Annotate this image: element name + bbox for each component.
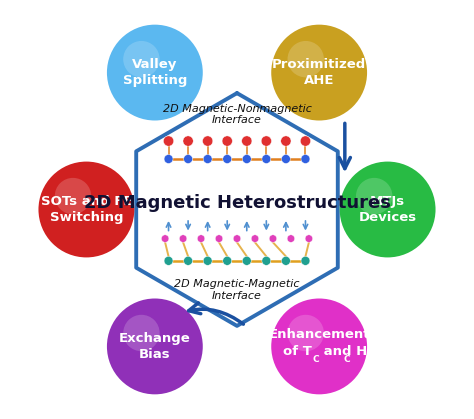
Circle shape — [197, 235, 205, 242]
Text: Proximitized
AHE: Proximitized AHE — [272, 58, 366, 87]
Text: Enhancement: Enhancement — [268, 328, 370, 341]
Circle shape — [107, 298, 203, 394]
Circle shape — [261, 136, 272, 146]
Text: 2D Magnetic Heterostructures: 2D Magnetic Heterostructures — [83, 194, 391, 212]
Circle shape — [251, 235, 259, 242]
Circle shape — [282, 155, 291, 163]
Circle shape — [183, 256, 192, 265]
Circle shape — [38, 162, 134, 257]
Text: Valley
Splitting: Valley Splitting — [123, 58, 187, 87]
Circle shape — [262, 256, 271, 265]
Circle shape — [202, 136, 213, 146]
Circle shape — [242, 136, 252, 146]
Text: Exchange
Bias: Exchange Bias — [119, 332, 191, 361]
Circle shape — [179, 235, 187, 242]
Text: 2D Magnetic-Nonmagnetic
Interface: 2D Magnetic-Nonmagnetic Interface — [163, 104, 311, 125]
Circle shape — [271, 298, 367, 394]
Circle shape — [222, 136, 232, 146]
Circle shape — [107, 25, 203, 121]
Circle shape — [215, 235, 223, 242]
Circle shape — [269, 235, 277, 242]
Circle shape — [242, 256, 251, 265]
Circle shape — [287, 235, 295, 242]
Circle shape — [301, 155, 310, 163]
Circle shape — [233, 235, 241, 242]
Text: of T: of T — [283, 345, 312, 358]
Circle shape — [288, 315, 324, 351]
Circle shape — [301, 256, 310, 265]
Circle shape — [203, 155, 212, 163]
Circle shape — [164, 256, 173, 265]
Text: and H: and H — [319, 345, 367, 358]
Circle shape — [356, 178, 392, 214]
Text: SOTs and FE
Switching: SOTs and FE Switching — [41, 195, 132, 224]
Circle shape — [164, 155, 173, 163]
Circle shape — [305, 235, 313, 242]
Text: MTJs
Devices: MTJs Devices — [358, 195, 417, 224]
Circle shape — [282, 256, 291, 265]
Circle shape — [340, 162, 436, 257]
Circle shape — [183, 136, 193, 146]
Circle shape — [242, 155, 251, 163]
Circle shape — [223, 256, 232, 265]
Circle shape — [55, 178, 91, 214]
Circle shape — [123, 41, 160, 78]
Text: C: C — [312, 355, 319, 364]
Circle shape — [161, 235, 169, 242]
Circle shape — [123, 315, 160, 351]
Circle shape — [281, 136, 291, 146]
Circle shape — [223, 155, 232, 163]
Circle shape — [262, 155, 271, 163]
Circle shape — [271, 25, 367, 121]
Circle shape — [203, 256, 212, 265]
Circle shape — [301, 136, 310, 146]
Circle shape — [164, 136, 173, 146]
Text: C: C — [344, 355, 351, 364]
Circle shape — [183, 155, 192, 163]
Circle shape — [288, 41, 324, 78]
Text: 2D Magnetic-Magnetic
Interface: 2D Magnetic-Magnetic Interface — [174, 279, 300, 301]
